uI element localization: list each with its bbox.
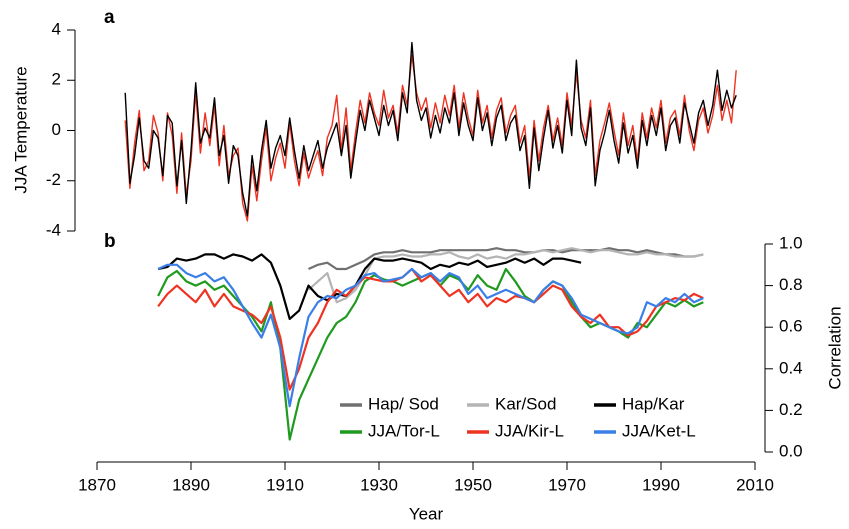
x-tick-label: 1870 <box>78 475 116 494</box>
data-line <box>157 267 704 441</box>
x-tick-label: 1910 <box>266 475 304 494</box>
data-line <box>124 41 737 217</box>
y-tick-label: 0 <box>52 120 61 139</box>
legend-label: JJA/Ket-L <box>622 421 696 440</box>
x-tick-label: 1930 <box>360 475 398 494</box>
y-tick-label: 0.8 <box>779 275 803 294</box>
panel-label: b <box>104 231 116 252</box>
panel-label: a <box>104 7 115 28</box>
y-axis-title: JJA Temperature <box>11 66 30 193</box>
data-line <box>157 267 704 391</box>
data-line <box>124 54 737 222</box>
x-axis-title: Year <box>409 504 444 523</box>
legend-label: Kar/Sod <box>495 394 556 413</box>
x-tick-label: 1950 <box>454 475 492 494</box>
y-axis-title: Correlation <box>825 306 844 389</box>
y-tick-label: 0.2 <box>779 400 803 419</box>
legend-label: JJA/Tor-L <box>368 421 440 440</box>
x-tick-label: 1970 <box>548 475 586 494</box>
legend-label: JJA/Kir-L <box>495 421 564 440</box>
y-tick-label: -2 <box>46 170 61 189</box>
y-tick-label: 0.0 <box>779 441 803 460</box>
x-tick-label: 2010 <box>736 475 774 494</box>
data-line <box>157 253 582 320</box>
legend-label: Hap/ Sod <box>368 394 439 413</box>
x-tick-label: 1890 <box>172 475 210 494</box>
y-tick-label: 0.4 <box>779 358 803 377</box>
x-tick-label: 1990 <box>642 475 680 494</box>
legend-label: Hap/Kar <box>622 394 685 413</box>
data-line <box>157 263 704 408</box>
y-tick-label: 1.0 <box>779 233 803 252</box>
data-line <box>308 247 704 271</box>
y-tick-label: 4 <box>52 19 61 38</box>
y-tick-label: 2 <box>52 70 61 89</box>
y-tick-label: 0.6 <box>779 317 803 336</box>
y-tick-label: -4 <box>46 220 61 239</box>
